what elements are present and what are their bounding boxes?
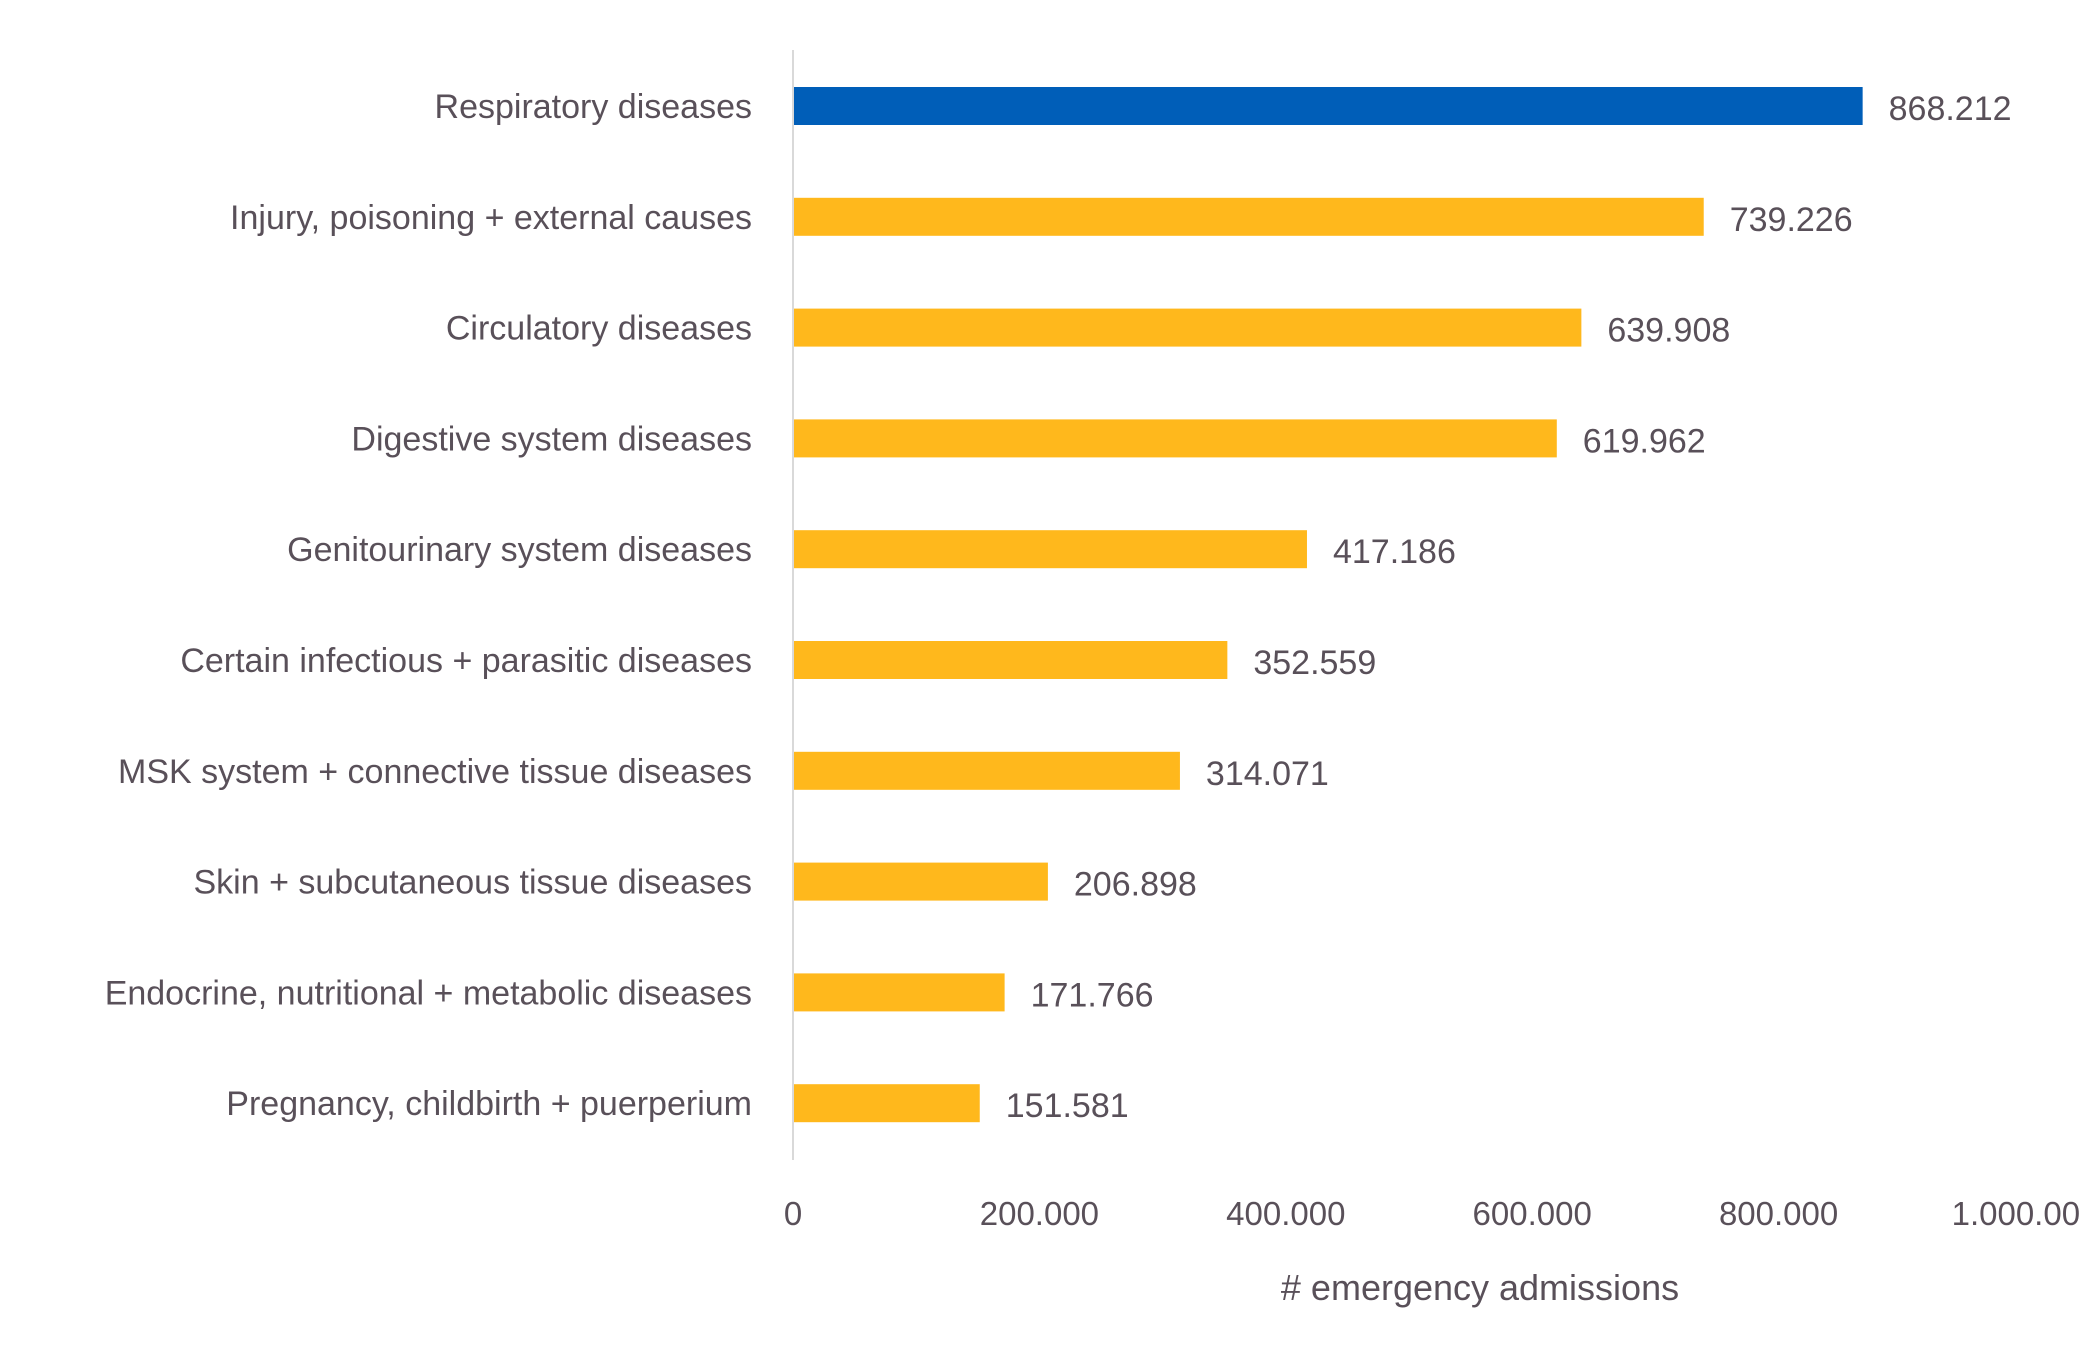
bar xyxy=(794,862,1048,901)
category-label: Pregnancy, childbirth + puerperium xyxy=(226,1085,752,1123)
x-tick-label: 800.000 xyxy=(1719,1195,1838,1232)
bar xyxy=(794,751,1180,790)
value-label: 151.581 xyxy=(1006,1087,1129,1125)
bar xyxy=(794,419,1557,458)
category-label: Circulatory diseases xyxy=(446,310,752,348)
category-label: Skin + subcutaneous tissue diseases xyxy=(193,864,752,902)
value-label: 739.226 xyxy=(1730,201,1853,239)
category-label: Certain infectious + parasitic diseases xyxy=(180,642,752,680)
value-label: 314.071 xyxy=(1206,755,1329,793)
category-label: Digestive system diseases xyxy=(351,420,752,458)
category-label: Genitourinary system diseases xyxy=(287,531,752,569)
bar xyxy=(794,641,1228,679)
category-label: Endocrine, nutritional + metabolic disea… xyxy=(105,974,752,1012)
value-label: 206.898 xyxy=(1074,866,1197,904)
bar xyxy=(794,973,1005,1012)
category-label: Injury, poisoning + external causes xyxy=(230,199,752,237)
bar xyxy=(794,308,1582,347)
x-tick-label: 400.000 xyxy=(1226,1195,1345,1232)
value-label: 868.212 xyxy=(1889,90,2012,128)
category-label: Respiratory diseases xyxy=(435,88,752,126)
value-label: 619.962 xyxy=(1583,422,1706,460)
value-label: 417.186 xyxy=(1333,533,1456,571)
x-axis-title: # emergency admissions xyxy=(1281,1267,1679,1308)
bar xyxy=(794,87,1863,125)
x-tick-label: 600.000 xyxy=(1473,1195,1592,1232)
category-label: MSK system + connective tissue diseases xyxy=(118,753,752,791)
x-tick-label: 1.000.000 xyxy=(1952,1195,2079,1232)
value-label: 171.766 xyxy=(1031,976,1154,1014)
bar xyxy=(794,1084,980,1123)
bar xyxy=(794,530,1307,569)
bar xyxy=(794,197,1704,236)
x-tick-label: 200.000 xyxy=(980,1195,1099,1232)
value-label: 639.908 xyxy=(1607,312,1730,350)
value-label: 352.559 xyxy=(1253,644,1376,682)
x-tick-label: 0 xyxy=(784,1195,802,1232)
